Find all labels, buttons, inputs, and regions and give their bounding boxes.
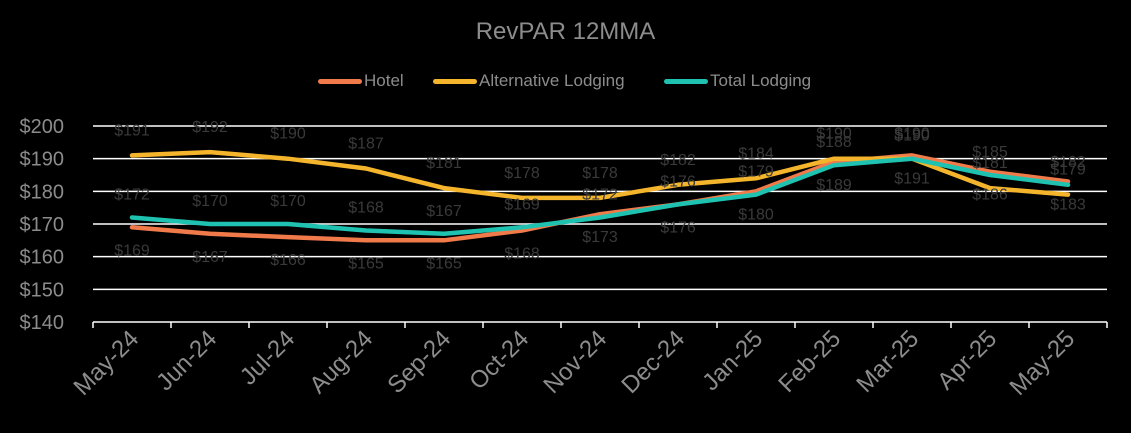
data-label: $170 [192, 193, 228, 210]
data-label: $185 [972, 144, 1008, 161]
data-label: $179 [738, 164, 774, 181]
y-tick-label: $200 [20, 116, 65, 138]
data-label: $190 [894, 126, 930, 143]
x-tick-label: Jan-25 [697, 325, 768, 396]
data-label: $180 [738, 206, 774, 223]
x-tick-label: Apr-25 [932, 325, 1002, 395]
data-label: $167 [192, 249, 228, 266]
data-label: $173 [582, 229, 618, 246]
y-tick-label: $180 [20, 181, 65, 203]
data-label: $168 [348, 200, 384, 217]
data-label: $184 [738, 145, 774, 162]
legend-item-alternative-lodging: Alternative Lodging [433, 71, 625, 91]
data-label: $192 [192, 119, 228, 136]
data-label: $187 [348, 135, 384, 152]
data-label: $181 [426, 155, 462, 172]
legend-label-alternative-lodging: Alternative Lodging [479, 71, 625, 90]
chart-title: RevPAR 12MMA [475, 18, 656, 45]
y-tick-label: $140 [20, 312, 65, 334]
y-tick-label: $160 [20, 247, 65, 269]
x-tick-label: Jun-24 [151, 325, 222, 396]
data-label: $190 [894, 128, 930, 145]
data-label: $165 [348, 255, 384, 272]
data-label: $168 [504, 246, 540, 263]
data-label: $170 [270, 193, 306, 210]
data-label: $186 [972, 187, 1008, 204]
data-label: $190 [816, 126, 852, 143]
data-label: $181 [972, 155, 1008, 172]
data-label: $189 [816, 177, 852, 194]
data-label: $178 [582, 165, 618, 182]
x-tick-label: Sep-24 [382, 325, 456, 399]
data-label: $169 [504, 196, 540, 213]
data-label: $166 [270, 252, 306, 269]
data-label: $190 [270, 126, 306, 143]
series-line-total-lodging [129, 156, 1071, 237]
x-tick-label: May-24 [69, 325, 145, 401]
legend-swatch-alternative-lodging [433, 78, 477, 84]
x-tick-label: May-25 [1005, 325, 1081, 401]
y-tick-label: $190 [20, 149, 65, 171]
y-tick-label: $170 [20, 214, 65, 236]
legend-label-hotel: Hotel [364, 71, 404, 90]
legend-swatch-total-lodging [664, 78, 708, 84]
data-label: $176 [660, 173, 696, 190]
data-label: $165 [426, 255, 462, 272]
data-label: $191 [114, 122, 150, 139]
data-label: $176 [660, 219, 696, 236]
x-tick-label: Oct-24 [464, 325, 534, 395]
data-label: $172 [582, 186, 618, 203]
data-label: $182 [1050, 154, 1086, 171]
legend-item-total-lodging: Total Lodging [664, 71, 811, 91]
data-label: $179 [1050, 162, 1086, 179]
y-tick-label: $150 [20, 279, 65, 301]
legend-label-total-lodging: Total Lodging [710, 71, 812, 90]
x-tick-label: Dec-24 [616, 325, 690, 399]
data-label: $183 [1050, 197, 1086, 214]
data-label: $172 [114, 186, 150, 203]
data-label: $188 [816, 134, 852, 151]
x-tick-label: Feb-25 [773, 325, 846, 398]
data-label: $169 [114, 242, 150, 259]
x-tick-label: Jul-24 [235, 325, 300, 390]
data-label: $191 [894, 170, 930, 187]
series-line-hotel [129, 153, 1071, 243]
data-label: $167 [426, 203, 462, 220]
legend: Hotel Alternative Lodging Total Lodging [0, 71, 1131, 95]
legend-swatch-hotel [318, 78, 362, 84]
legend-item-hotel: Hotel [318, 71, 404, 91]
x-tick-label: Nov-24 [538, 325, 612, 399]
x-tick-label: Aug-24 [304, 325, 378, 399]
data-label: $178 [504, 165, 540, 182]
data-label: $182 [660, 152, 696, 169]
x-tick-label: Mar-25 [851, 325, 924, 398]
